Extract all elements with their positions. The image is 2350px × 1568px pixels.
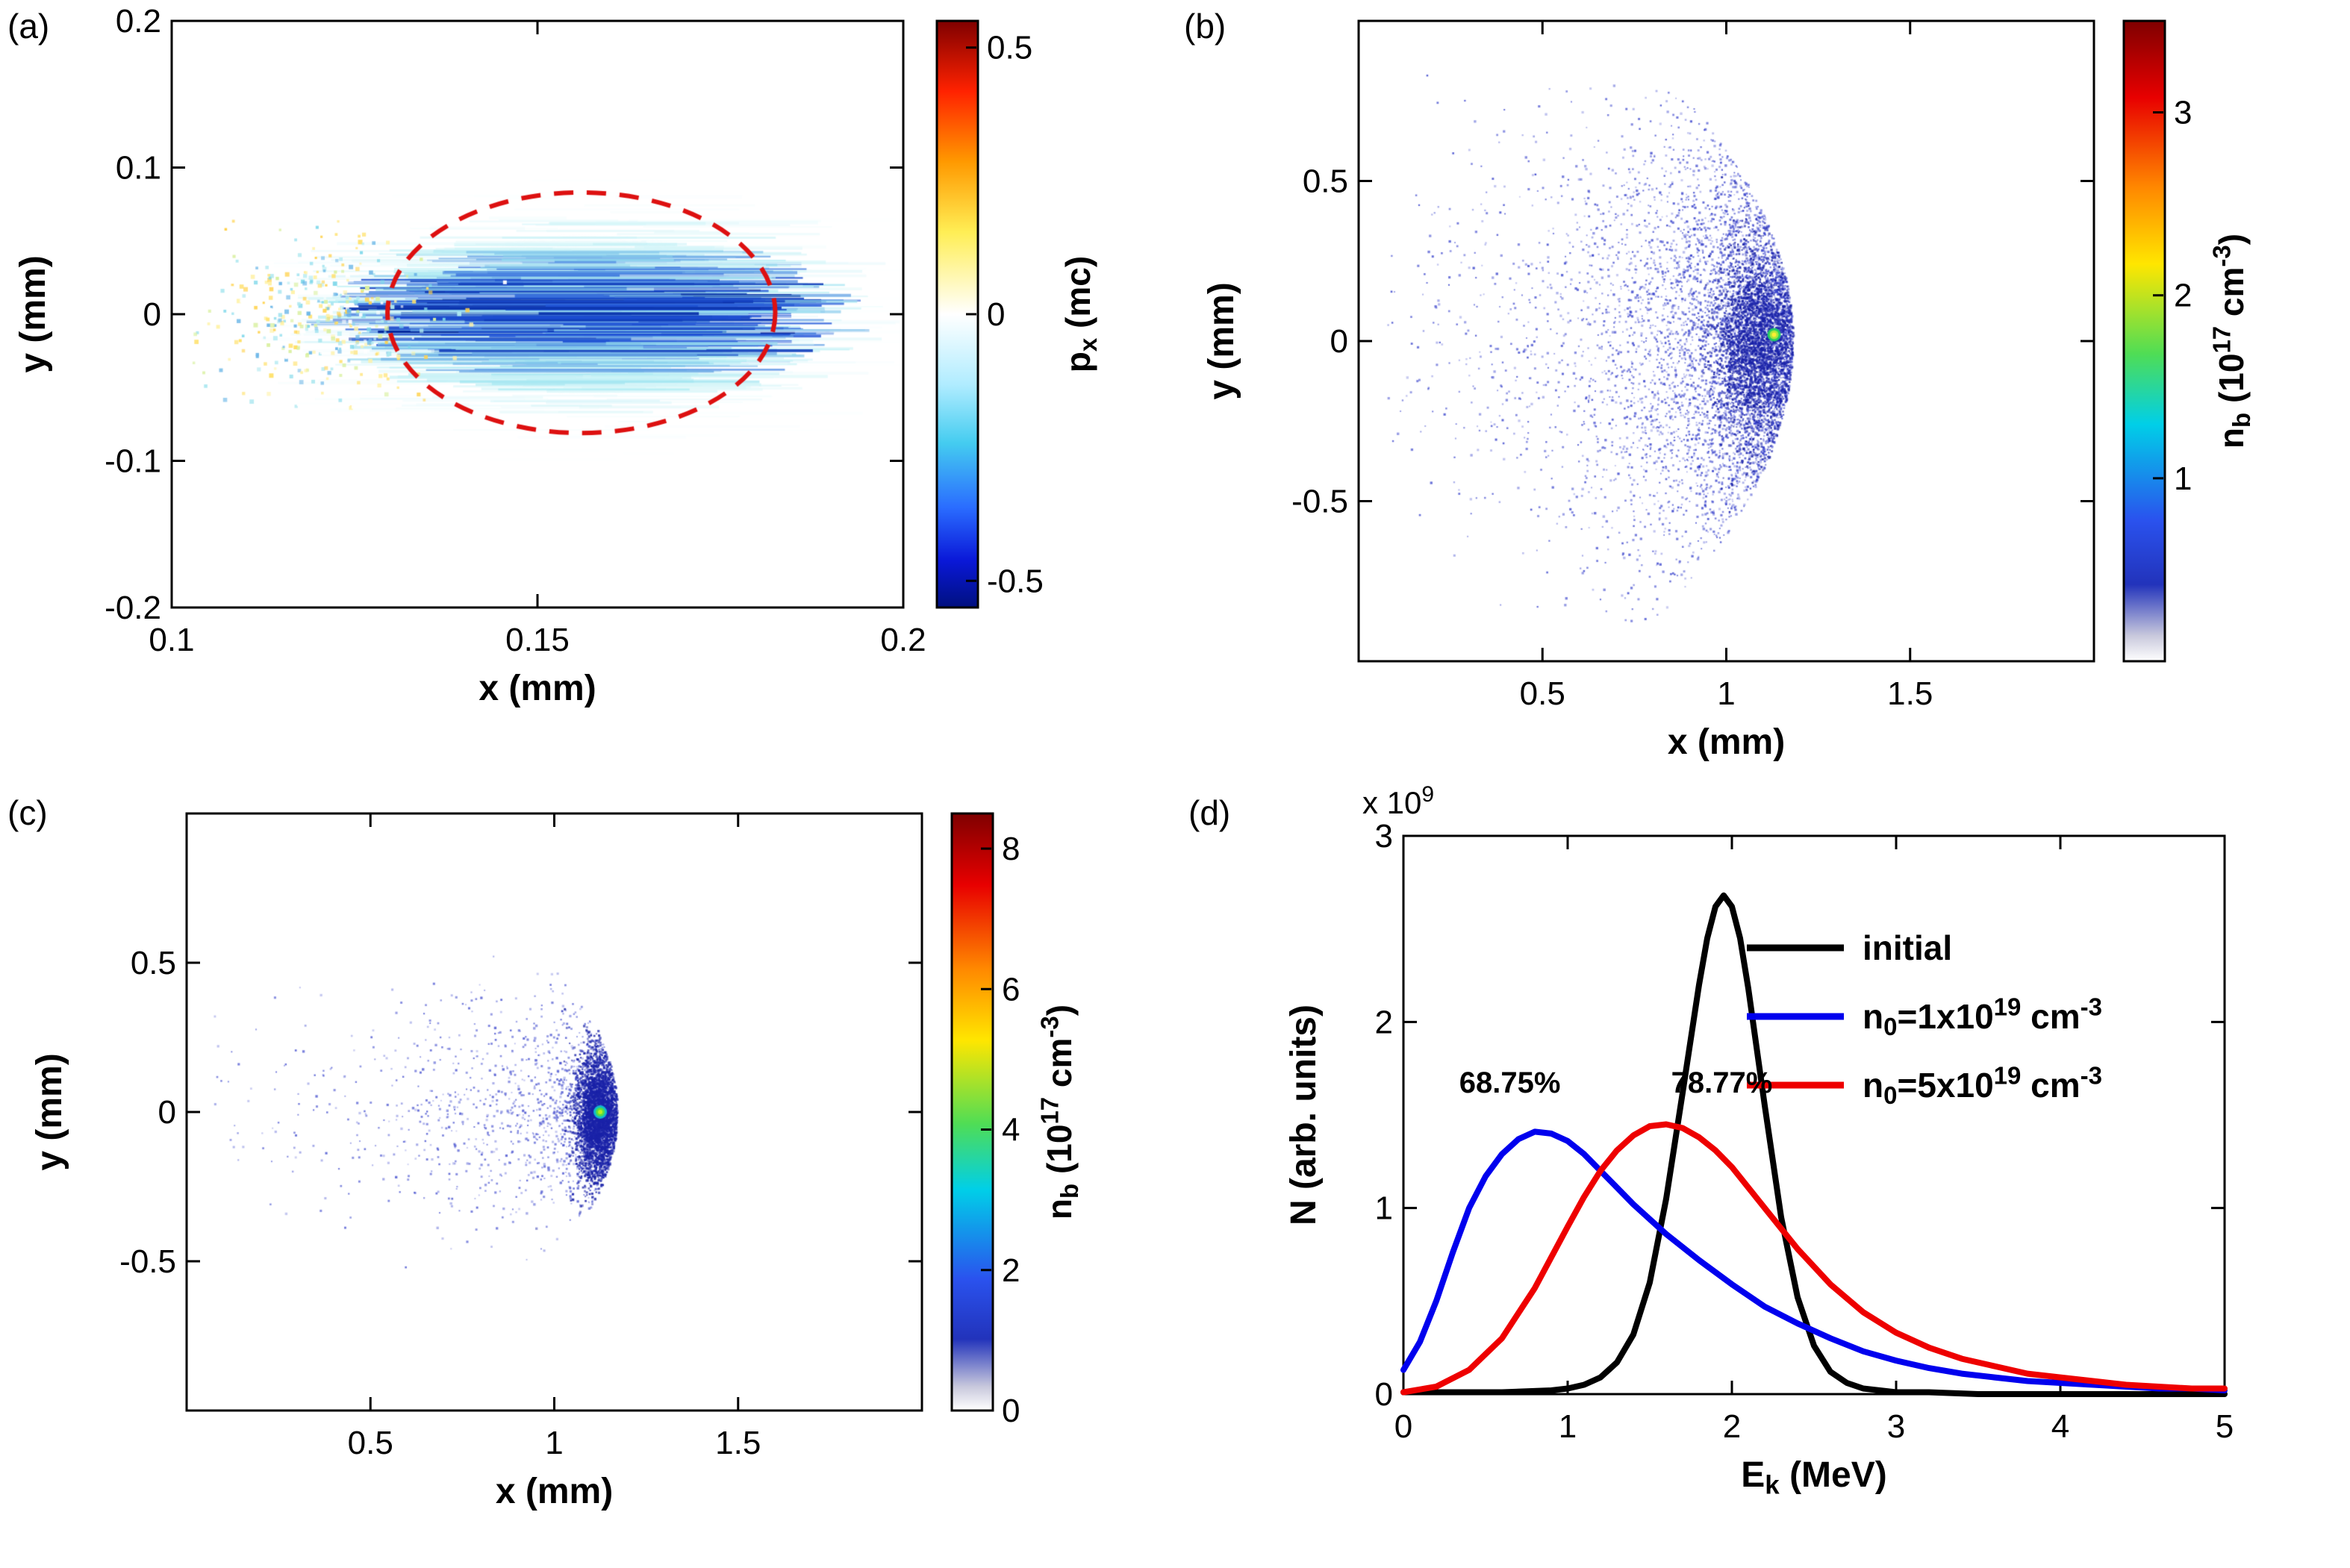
x-tick-label: 1.5 bbox=[1887, 675, 1933, 712]
x-tick-label: 0.15 bbox=[505, 622, 570, 658]
series-line-0 bbox=[1400, 892, 2228, 1397]
panel-a-phase-space: (a) 0.1 0.15 0.2 -0.2 -0.1 0 0.1 0.2 x (mm) y (mm… bbox=[0, 0, 1172, 776]
colorbar-tick-label: 3 bbox=[2174, 95, 2192, 131]
x-axis-label: x (mm) bbox=[1668, 722, 1785, 762]
x-tick-label: 0.5 bbox=[1520, 675, 1565, 712]
colorbar-tick-label: -0.5 bbox=[987, 563, 1044, 599]
colorbar-tick-label: 8 bbox=[1002, 831, 1020, 867]
y-tick-label: 0 bbox=[1330, 323, 1348, 360]
x-axis-label: Ek (MeV) bbox=[1741, 1455, 1886, 1500]
y-tick-label: -0.1 bbox=[105, 443, 161, 480]
axes-overlay-b: 0.5 1 1.5 -0.5 0 0.5 x (mm) y (mm) 3 2 1 nb (1017 c… bbox=[1202, 19, 2256, 762]
y-tick-label: 0.5 bbox=[131, 945, 176, 981]
panel-b-beam-density: (b) 0.5 1 1.5 -0.5 0 0.5 x (mm) y (mm) 3 2 1 nb (10… bbox=[1172, 0, 2350, 776]
y-tick-label: -0.2 bbox=[105, 590, 161, 626]
y-tick-label: 2 bbox=[1375, 1004, 1393, 1040]
colorbar-gradient-b bbox=[2124, 21, 2165, 661]
plot-frame bbox=[170, 19, 905, 609]
x-tick-label: 4 bbox=[2051, 1408, 2069, 1445]
panel-label-d: (d) bbox=[1188, 793, 1231, 832]
x-axis-label: x (mm) bbox=[479, 669, 596, 708]
y-tick-label: -0.5 bbox=[1291, 484, 1348, 520]
y-tick-label: 0 bbox=[158, 1094, 176, 1131]
colorbar-tick-label: 6 bbox=[1002, 971, 1020, 1008]
y-tick-label: 0.1 bbox=[116, 150, 161, 187]
colorbar-tick-label: 0 bbox=[1002, 1393, 1020, 1429]
x-tick-label: 5 bbox=[2216, 1408, 2234, 1445]
y-tick-label: 0 bbox=[143, 296, 161, 333]
legend-label-2: n0=5x1019 cm-3 bbox=[1863, 1062, 2102, 1110]
plot-frame bbox=[1402, 834, 2226, 1396]
panel-label-c: (c) bbox=[7, 793, 48, 832]
panel-d-energy-spectrum: (d) 0 1 2 3 4 5 0 1 2 3 Ek (MeV) N (arb. units) init… bbox=[1172, 776, 2350, 1568]
colorbar-tick-label: 2 bbox=[1002, 1252, 1020, 1289]
colorbar-tick-label: 2 bbox=[2174, 278, 2192, 314]
colorbar-frame bbox=[950, 812, 994, 1412]
annotation-percentage-1: 78.77% bbox=[1671, 1066, 1773, 1099]
beam-density-canvas-c bbox=[187, 813, 922, 1411]
series-line-2 bbox=[1400, 1121, 2228, 1396]
colorbar-frame bbox=[935, 19, 979, 609]
x-tick-label: 1.5 bbox=[715, 1425, 761, 1461]
colorbar-tick-label: 0.5 bbox=[987, 30, 1032, 66]
colorbar-frame bbox=[2122, 19, 2166, 663]
colorbar-label: px (mc) bbox=[1059, 256, 1102, 372]
panel-label-a: (a) bbox=[7, 7, 50, 46]
annotation-percentage-0: 68.75% bbox=[1459, 1066, 1561, 1099]
x-tick-label: 0.1 bbox=[149, 622, 194, 658]
x-tick-label: 3 bbox=[1887, 1408, 1905, 1445]
colorbar-tick-label: 1 bbox=[2174, 460, 2192, 497]
colorbar-gradient-c bbox=[952, 813, 993, 1411]
y-tick-label: 0.5 bbox=[1303, 163, 1348, 200]
y-tick-label: -0.5 bbox=[119, 1243, 176, 1280]
y-tick-label: 0.2 bbox=[116, 3, 161, 40]
y-tick-label: 1 bbox=[1375, 1190, 1393, 1227]
x-axis-label: x (mm) bbox=[496, 1472, 613, 1511]
plot-frame bbox=[1357, 19, 2095, 663]
y-axis-label: y (mm) bbox=[30, 1053, 69, 1170]
x-tick-label: 0.2 bbox=[880, 622, 926, 658]
y-axis-label: N (arb. units) bbox=[1284, 1005, 1324, 1225]
y-tick-label: 0 bbox=[1375, 1376, 1393, 1413]
x-tick-label: 1 bbox=[1559, 1408, 1577, 1445]
colorbar-tick-label: 4 bbox=[1002, 1112, 1020, 1149]
panel-c-beam-density: (c) 0.5 1 1.5 -0.5 0 0.5 x (mm) y (mm) 8 6 4 2 0 nb (… bbox=[0, 776, 1172, 1568]
axes-overlay-a: 0.1 0.15 0.2 -0.2 -0.1 0 0.1 0.2 x (mm) y (mm) 0.5… bbox=[13, 3, 1102, 708]
y-axis-multiplier: x 109 bbox=[1362, 782, 1434, 820]
x-tick-label: 1 bbox=[545, 1425, 563, 1461]
legend-label-1: n0=1x1019 cm-3 bbox=[1863, 993, 2102, 1041]
x-tick-label: 2 bbox=[1723, 1408, 1741, 1445]
series-line-1 bbox=[1400, 1128, 2228, 1393]
y-axis-label: y (mm) bbox=[1202, 282, 1241, 399]
legend-label-0: initial bbox=[1863, 928, 1952, 967]
y-tick-label: 3 bbox=[1375, 818, 1393, 855]
y-axis-label: y (mm) bbox=[13, 255, 53, 372]
colorbar-label: nb (1017 cm-3) bbox=[2208, 234, 2256, 449]
x-tick-label: 1 bbox=[1717, 675, 1735, 712]
phase-space-density-canvas bbox=[172, 21, 903, 607]
x-tick-label: 0 bbox=[1394, 1408, 1412, 1445]
axes-overlay-c: 0.5 1 1.5 -0.5 0 0.5 x (mm) y (mm) 8 6 4 2 0 nb (1017… bbox=[30, 812, 1084, 1511]
colorbar-tick-label: 0 bbox=[987, 296, 1005, 333]
beam-density-canvas-b bbox=[1359, 21, 2094, 661]
plot-frame bbox=[185, 812, 923, 1412]
colorbar-label: nb (1017 cm-3) bbox=[1036, 1005, 1084, 1219]
x-tick-label: 0.5 bbox=[348, 1425, 393, 1461]
panel-label-b: (b) bbox=[1184, 7, 1227, 46]
